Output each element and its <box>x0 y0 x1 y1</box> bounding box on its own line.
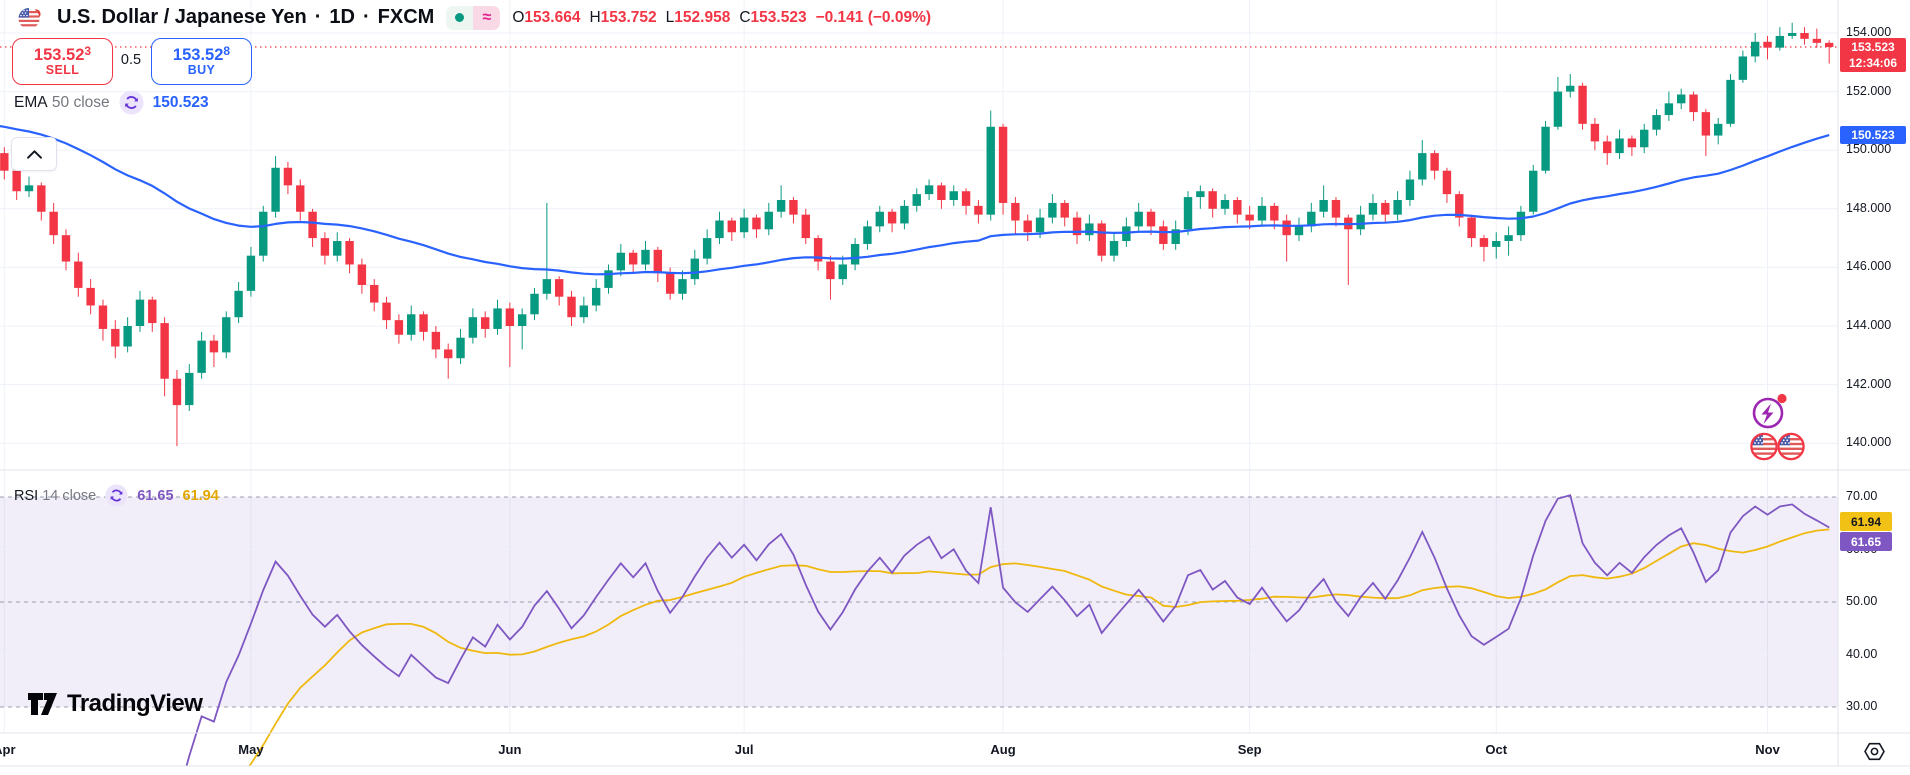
rsi-ma-value: 61.94 <box>182 487 219 504</box>
time-axis-settings-button[interactable] <box>1862 739 1887 769</box>
time-axis-label: Jul <box>734 742 754 757</box>
bar-countdown: 12:34:06 <box>1848 56 1898 70</box>
spread-value: 0.5 <box>113 49 149 71</box>
lightning-icon <box>1752 393 1787 429</box>
price-axis-label: 150.000 <box>1846 142 1892 157</box>
price-axis-label: 140.000 <box>1846 435 1892 450</box>
ohlc-values: O153.664 H153.752 L152.958 C153.523 −0.1… <box>512 8 932 26</box>
symbol-pair-flags[interactable] <box>1748 431 1806 467</box>
rsi-indicator-legend[interactable]: RSI 14 close 61.65 61.94 <box>14 484 219 507</box>
rsi-value-badge: 61.65 <box>1840 532 1892 551</box>
rsi-value: 61.65 <box>137 487 174 504</box>
tradingview-logo[interactable]: TradingView <box>28 690 203 718</box>
time-axis-label: Nov <box>1755 742 1780 757</box>
candles-series <box>0 22 1834 447</box>
hexagon-settings-icon <box>1864 742 1885 761</box>
price-axis-label: 144.000 <box>1846 318 1892 332</box>
price-axis-label: 146.000 <box>1846 259 1892 274</box>
base-currency-flag-icon <box>1750 432 1778 461</box>
exchange-label[interactable]: FXCM <box>377 6 435 28</box>
time-axis-label: Apr <box>0 742 16 757</box>
instant-trading-button[interactable] <box>1749 390 1791 437</box>
buy-button[interactable]: 153.528 BUY <box>151 38 252 85</box>
indicator-refresh-icon[interactable] <box>105 484 128 507</box>
interval-button[interactable]: 1D <box>329 6 355 28</box>
ema-indicator-legend[interactable]: EMA 50 close 150.523 <box>14 90 209 115</box>
indicator-refresh-icon[interactable] <box>119 90 144 115</box>
rsi-ma-badge: 61.94 <box>1840 512 1892 531</box>
collapse-indicators-button[interactable] <box>11 137 57 171</box>
ema-price-badge: 150.523 <box>1840 126 1906 144</box>
quote-currency-flag-icon <box>1777 432 1805 461</box>
time-axis-label: Oct <box>1485 742 1508 757</box>
last-price-badge: 153.523 12:34:06 <box>1840 38 1906 72</box>
time-axis-label: Jun <box>498 742 522 757</box>
market-status-pill[interactable]: ≈ <box>446 5 501 30</box>
rsi-axis-label: 40.00 <box>1846 646 1878 661</box>
sell-button[interactable]: 153.523 SELL <box>12 38 113 85</box>
tradingview-logo-icon <box>28 693 57 715</box>
time-axis-label: Aug <box>990 742 1016 757</box>
symbol-header: U.S. Dollar / Japanese Yen · 1D · FXCM ≈… <box>18 5 931 30</box>
price-axis-label: 152.000 <box>1846 83 1892 98</box>
rsi-axis-label: 30.00 <box>1846 699 1878 713</box>
market-open-icon <box>446 5 474 30</box>
symbol-title[interactable]: U.S. Dollar / Japanese Yen · 1D · FXCM <box>57 6 435 28</box>
symbol-flag-icon <box>18 5 45 29</box>
price-change: −0.141 (−0.09%) <box>815 8 932 26</box>
time-axis-label: May <box>238 742 264 757</box>
time-axis-label: Sep <box>1237 742 1262 757</box>
rsi-axis-label: 70.00 <box>1846 489 1878 503</box>
delayed-data-icon: ≈ <box>473 5 501 30</box>
price-axis-label: 148.000 <box>1846 200 1892 215</box>
chevron-up-icon <box>26 149 42 159</box>
price-axis-label: 154.000 <box>1846 25 1892 39</box>
ema-value: 150.523 <box>152 93 209 111</box>
price-axis-label: 142.000 <box>1846 376 1892 391</box>
rsi-axis-label: 50.00 <box>1846 594 1878 608</box>
